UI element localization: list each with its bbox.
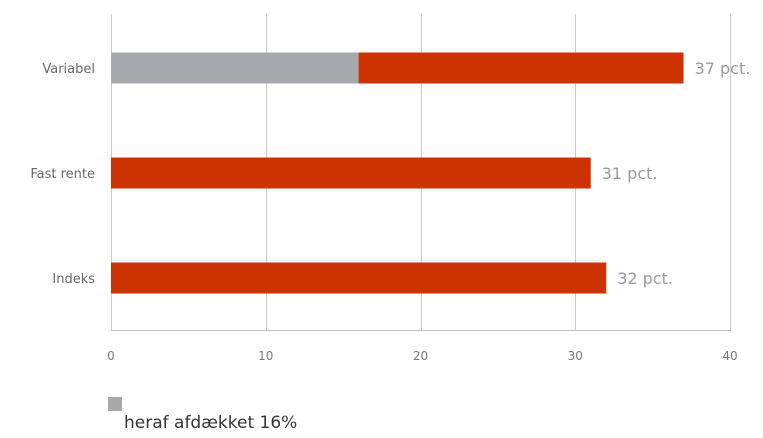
x-tick-label-10: 10 <box>258 349 273 363</box>
x-tick-label-0: 0 <box>107 349 115 363</box>
legend: heraf afdækket 16% <box>108 397 298 433</box>
bar-fast-rente-series-1 <box>111 157 591 189</box>
legend-label: heraf afdækket 16% <box>124 413 298 433</box>
category-label-2: Indeks <box>52 272 95 287</box>
labels: 0 10 20 30 40 Variabel 37 pct. Fast rente 31 pct… <box>30 59 750 363</box>
value-label-2: 32 pct. <box>617 269 673 288</box>
x-tick-label-20: 20 <box>413 349 428 363</box>
bar-variabel-series-0 <box>111 52 359 84</box>
category-label-0: Variabel <box>42 62 95 77</box>
legend-swatch <box>108 397 122 411</box>
bar-variabel-series-1 <box>358 52 684 84</box>
bar-indeks-series-1 <box>111 262 607 294</box>
x-tick-label-30: 30 <box>568 349 583 363</box>
value-label-0: 37 pct. <box>695 59 751 78</box>
bars <box>111 52 684 294</box>
category-label-1: Fast rente <box>30 167 95 182</box>
x-tick-label-40: 40 <box>722 349 737 363</box>
value-label-1: 31 pct. <box>602 164 658 183</box>
